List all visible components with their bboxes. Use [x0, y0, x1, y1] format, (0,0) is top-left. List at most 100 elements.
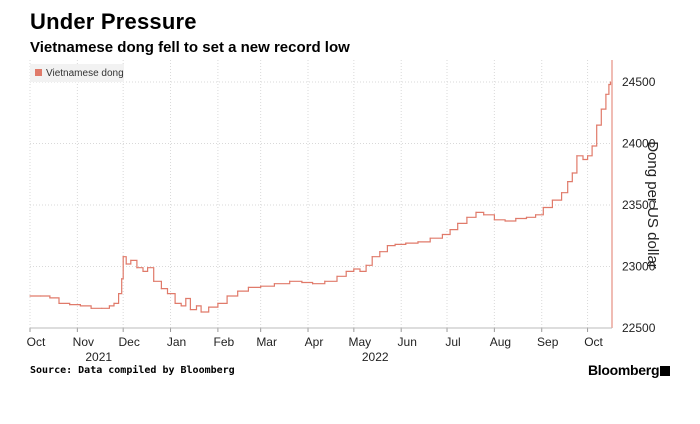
x-tick-label: Oct [584, 335, 603, 349]
data-point [535, 214, 537, 216]
data-point [113, 302, 115, 304]
data-point [289, 280, 291, 282]
x-tick-label: Nov [73, 335, 94, 349]
data-point [441, 233, 444, 236]
data-point [576, 155, 578, 157]
data-point [58, 302, 60, 304]
data-point [596, 124, 598, 126]
data-point [247, 286, 250, 289]
legend-box [30, 64, 124, 82]
x-tick-label: Mar [256, 335, 277, 349]
data-point [394, 243, 396, 245]
data-point [371, 256, 373, 258]
data-point [449, 229, 451, 231]
data-point [101, 307, 103, 309]
y-tick-label: 23000 [622, 260, 656, 274]
data-point [117, 292, 120, 295]
data-point [571, 172, 573, 174]
x-year-label: 2021 [85, 350, 112, 364]
data-point [174, 302, 176, 304]
data-point [142, 270, 144, 273]
data-point [567, 181, 569, 183]
legend-swatch [35, 69, 42, 76]
data-point [359, 270, 361, 273]
data-point [405, 242, 407, 244]
data-point [365, 264, 367, 266]
data-point [29, 295, 31, 297]
data-point [90, 307, 92, 309]
data-point [136, 267, 138, 269]
x-tick-label: May [349, 335, 372, 349]
data-point [79, 305, 82, 307]
x-tick-label: Sep [537, 335, 559, 349]
data-point [189, 308, 191, 311]
data-point [353, 268, 355, 270]
chart-title: Under Pressure [30, 9, 197, 34]
data-point [582, 158, 584, 161]
data-point [483, 214, 485, 216]
data-point [130, 259, 132, 261]
data-point [301, 281, 303, 284]
data-point [560, 192, 563, 194]
x-tick-label: Apr [305, 335, 324, 349]
y-tick-label: 22500 [622, 321, 656, 335]
data-point [591, 145, 593, 147]
data-point [345, 270, 347, 273]
x-tick-label: Jun [398, 335, 417, 349]
data-point [195, 305, 198, 307]
data-point [160, 288, 162, 290]
data-point [125, 263, 127, 265]
data-point [504, 220, 506, 222]
data-point [200, 311, 202, 313]
data-point [166, 292, 169, 295]
data-point [40, 295, 42, 297]
data-point [153, 280, 155, 282]
data-point [586, 155, 589, 157]
data-point [457, 222, 459, 225]
data-point [475, 211, 477, 213]
x-tick-label: Jul [445, 335, 460, 349]
data-point [605, 93, 607, 95]
data-point [417, 241, 419, 243]
data-point [121, 278, 123, 280]
data-point [386, 244, 389, 247]
data-point [49, 297, 51, 299]
x-tick-label: Jan [167, 335, 186, 349]
data-point [147, 267, 149, 269]
chart-subtitle: Vietnamese dong fell to set a new record… [30, 39, 350, 56]
y-tick-label: 24000 [622, 137, 656, 151]
data-point [260, 285, 262, 287]
data-point [324, 280, 326, 282]
y-tick-label: 24500 [622, 75, 656, 89]
data-point [208, 306, 210, 308]
data-point [336, 275, 338, 277]
data-point [185, 297, 187, 300]
data-point [311, 283, 314, 285]
bloomberg-logo-icon [660, 366, 670, 376]
x-tick-label: Oct [27, 335, 46, 349]
data-point [180, 305, 182, 307]
data-point [493, 219, 495, 221]
data-point [69, 304, 71, 306]
data-point [217, 302, 219, 304]
data-point [525, 216, 528, 218]
y-axis-title: Dong per US dollar [644, 141, 661, 269]
x-tick-label: Dec [119, 335, 140, 349]
data-point [608, 83, 610, 86]
x-year-label: 2022 [362, 350, 389, 364]
y-tick-label: 23500 [622, 198, 656, 212]
series-line-vietnamese-dong [30, 82, 612, 313]
source-note: Source: Data compiled by Bloomberg [30, 365, 235, 376]
data-point [466, 216, 468, 218]
data-point [542, 206, 544, 209]
data-point [226, 295, 228, 297]
data-point [237, 290, 239, 292]
data-point [429, 237, 431, 239]
data-point [122, 256, 124, 258]
data-point [609, 81, 612, 83]
x-tick-label: Feb [214, 335, 235, 349]
data-point [515, 217, 517, 220]
x-tick-label: Aug [490, 335, 511, 349]
data-point [273, 283, 276, 285]
